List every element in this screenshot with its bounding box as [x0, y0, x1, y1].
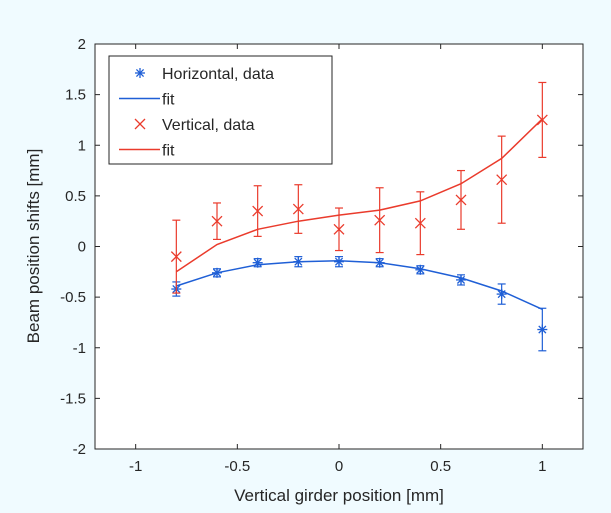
data-point [292, 203, 304, 215]
axes-layer: -1 -0.5 0 0.5 1 -2 -1.5 -1 -0.5 0 0.5 1 1.5 2 [60, 36, 584, 475]
marker-stroke [456, 275, 466, 284]
marker-stroke [170, 251, 182, 263]
data-point [455, 194, 467, 206]
legend-item: fit [119, 143, 175, 160]
legend: Horizontal, data fit Vertical, data fit [108, 55, 333, 165]
marker-stroke [414, 217, 426, 229]
data-point [536, 114, 548, 126]
marker-stroke [416, 265, 425, 274]
data-point [252, 257, 263, 268]
legend-item: Horizontal, data [135, 66, 274, 83]
legend-box [108, 55, 333, 165]
marker-stroke [334, 257, 344, 266]
y-tick-label: -0.5 [60, 289, 86, 306]
marker-stroke [135, 68, 145, 78]
data-point [211, 215, 223, 227]
data-point [415, 264, 426, 275]
x-axis-label: Vertical girder position [mm] [234, 486, 444, 505]
y-tick-label: 1 [78, 137, 86, 154]
y-tick-label: -2 [73, 441, 86, 458]
data-point [333, 223, 345, 235]
legend-label: fit [162, 143, 175, 160]
marker-stroke [374, 214, 386, 226]
data-point [334, 256, 344, 267]
y-tick-label: 0.5 [65, 188, 86, 205]
y-tick-label: 1.5 [65, 87, 86, 104]
marker-stroke [496, 174, 508, 186]
x-tick-label: -1 [129, 458, 142, 475]
legend-item: Vertical, data [134, 117, 255, 134]
data-point [537, 324, 548, 335]
y-tick-label: -1.5 [60, 390, 86, 407]
marker-stroke [134, 118, 146, 130]
data-point [374, 214, 386, 226]
y-tick-label: 2 [78, 36, 86, 53]
legend-label: fit [162, 92, 175, 109]
marker-stroke [333, 223, 345, 235]
x-tick-label: -0.5 [224, 458, 250, 475]
legend-marker [134, 118, 146, 130]
data-point [170, 251, 182, 263]
legend-label: Vertical, data [162, 117, 255, 134]
marker-stroke [252, 205, 264, 217]
series-layer [170, 81, 548, 352]
x-tick-label: 0 [335, 458, 343, 475]
fit-line-1 [176, 259, 543, 310]
y-axis-label: Beam position shifts [mm] [24, 149, 43, 344]
marker-stroke [538, 325, 547, 334]
marker-stroke [455, 194, 467, 206]
data-point [496, 174, 508, 186]
data-point [414, 217, 426, 229]
y-tick-label: -1 [73, 340, 86, 357]
legend-item: fit [119, 92, 175, 109]
legend-label: Horizontal, data [162, 66, 274, 83]
marker-stroke [211, 215, 223, 227]
marker-stroke [536, 114, 548, 126]
marker-stroke [292, 203, 304, 215]
y-tick-label: 0 [78, 239, 86, 256]
legend-marker [135, 68, 145, 78]
x-tick-label: 0.5 [430, 458, 451, 475]
data-point [252, 205, 264, 217]
fit-line-3 [175, 118, 543, 273]
x-tick-label: 1 [538, 458, 546, 475]
